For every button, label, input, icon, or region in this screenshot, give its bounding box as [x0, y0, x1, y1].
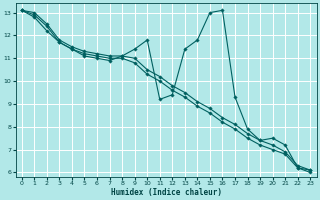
X-axis label: Humidex (Indice chaleur): Humidex (Indice chaleur)	[110, 188, 221, 197]
